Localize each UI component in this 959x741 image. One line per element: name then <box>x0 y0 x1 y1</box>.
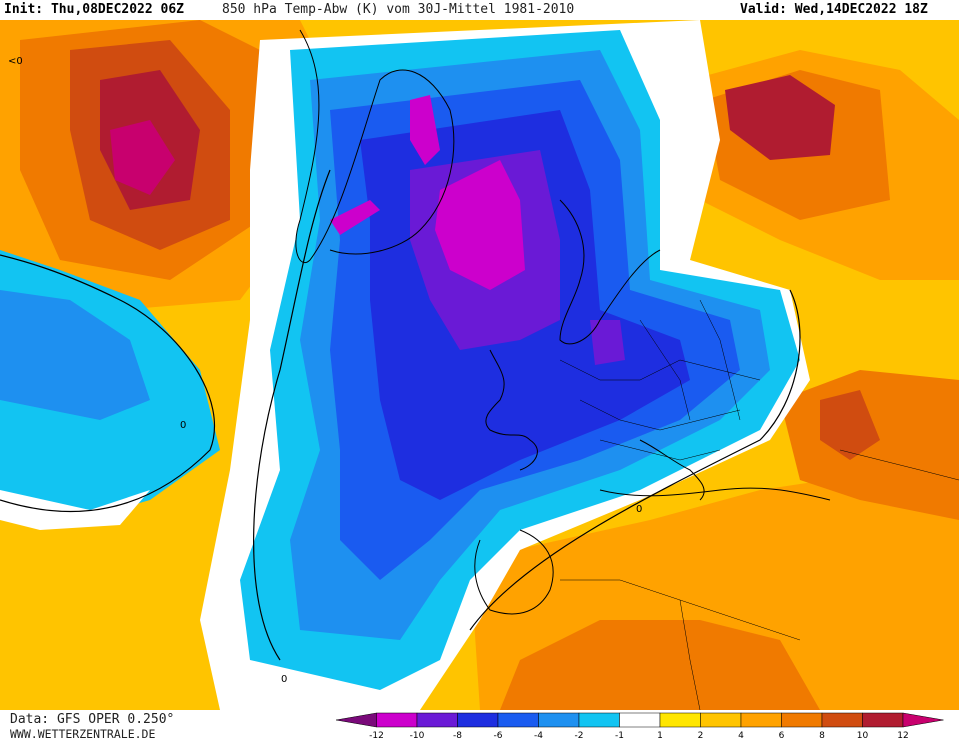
zero-contour-line <box>253 169 331 661</box>
legend-tick-label: -1 <box>615 731 624 741</box>
legend-swatch <box>335 712 377 728</box>
greenland-cold-core <box>410 95 440 165</box>
legend-labels: -12 -10 -8 -6 -4 -2 -1 1 2 4 6 8 10 12 <box>369 731 909 741</box>
legend-swatch <box>862 712 904 728</box>
legend-tick-label: 12 <box>897 731 908 741</box>
legend-tick-label: 6 <box>779 731 785 741</box>
legend-tick-label: -6 <box>494 731 503 741</box>
legend-tick-label: 10 <box>857 731 869 741</box>
legend-swatch <box>497 712 539 728</box>
valid-time: Valid: Wed,14DEC2022 18Z <box>740 2 928 17</box>
legend-tick-label: -8 <box>453 731 462 741</box>
legend-tick-label: -4 <box>534 731 543 741</box>
legend-tick-label: -12 <box>369 731 384 741</box>
east-warm-core <box>820 390 880 460</box>
zero-contour-line-west <box>0 254 216 513</box>
data-source: Data: GFS OPER 0.250° <box>10 712 175 727</box>
legend-tick-label: -2 <box>575 731 584 741</box>
greenland-cold-west <box>330 200 380 235</box>
legend-swatch <box>700 712 742 728</box>
legend-swatches <box>335 712 944 728</box>
legend-swatch <box>578 712 620 728</box>
legend-swatch <box>416 712 458 728</box>
zero-contour-line-east <box>469 289 801 631</box>
init-time: Init: Thu,08DEC2022 06Z <box>4 2 185 17</box>
legend-swatch <box>740 712 782 728</box>
anomaly-map: 0 0 0 <0 <box>0 20 959 710</box>
legend-swatch <box>659 712 701 728</box>
legend-tick-label: 8 <box>819 731 825 741</box>
west-atlantic-cold-inner <box>0 290 150 420</box>
legend-swatch <box>457 712 499 728</box>
color-scale-legend: -12 -10 -8 -6 -4 -2 -1 1 2 4 6 8 10 12 <box>335 712 944 741</box>
country-borders <box>559 299 959 710</box>
west-atlantic-white-band <box>0 490 150 530</box>
website-credit: WWW.WETTERZENTRALE.DE <box>10 727 156 741</box>
legend-swatch <box>821 712 863 728</box>
legend-tick-label: 4 <box>738 731 744 741</box>
footer-bar: Data: GFS OPER 0.250° WWW.WETTERZENTRALE… <box>0 710 959 741</box>
header-bar: Init: Thu,08DEC2022 06Z 850 hPa Temp-Abw… <box>0 0 959 20</box>
contour-label-0-c: 0 <box>180 420 186 431</box>
legend-swatch <box>619 712 661 728</box>
atlantic-cold-core <box>435 160 525 290</box>
contour-label-0: 0 <box>281 674 287 685</box>
legend-tick-label: -10 <box>410 731 425 741</box>
legend-swatch <box>538 712 580 728</box>
contour-label-0-b: 0 <box>636 504 642 515</box>
legend-tick-label: 2 <box>698 731 704 741</box>
africa-warm-core <box>500 620 820 710</box>
legend-swatch <box>376 712 418 728</box>
edge-label: <0 <box>8 56 23 67</box>
map-title: 850 hPa Temp-Abw (K) vom 30J-Mittel 1981… <box>222 2 575 17</box>
legend-swatch <box>781 712 823 728</box>
coastlines <box>295 29 831 615</box>
legend-tick-label: 1 <box>657 731 663 741</box>
europe-cold-pocket <box>590 320 625 365</box>
russia-warm-core <box>725 75 835 160</box>
legend-swatch <box>902 712 944 728</box>
canada-warm-peak <box>110 120 175 195</box>
